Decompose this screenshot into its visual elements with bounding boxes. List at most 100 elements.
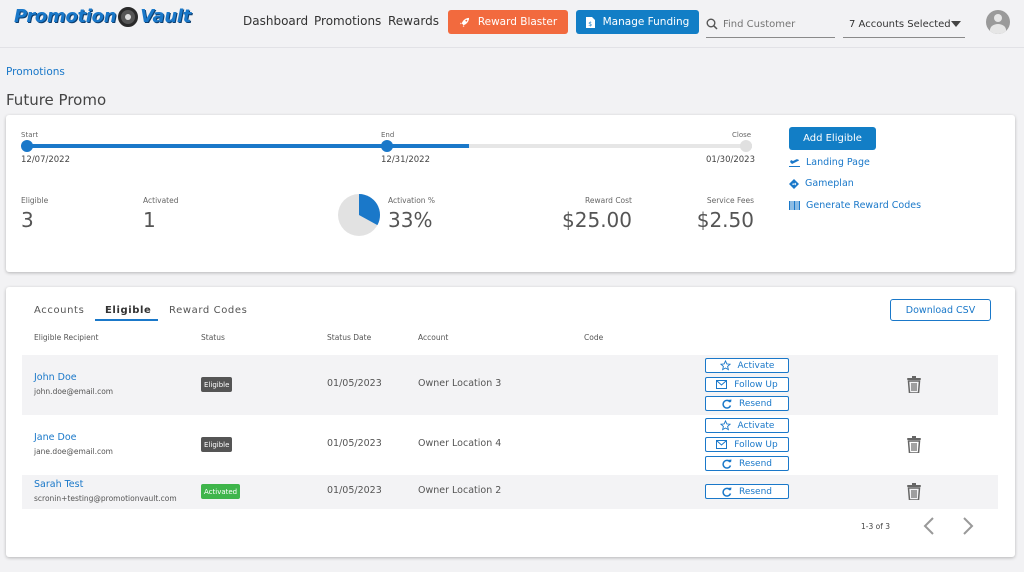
column-header-status-date: Status Date <box>327 333 372 342</box>
activate-button[interactable]: Activate <box>705 358 789 373</box>
activated-count: 1 <box>143 208 156 232</box>
manage-funding-button[interactable]: $ Manage Funding <box>576 10 699 34</box>
status-date: 01/05/2023 <box>327 485 382 496</box>
status-date: 01/05/2023 <box>327 378 382 389</box>
gameplan-link[interactable]: Gameplan <box>789 178 854 189</box>
resend-label: Resend <box>738 458 773 469</box>
logo-gear-icon <box>118 6 139 27</box>
breadcrumb[interactable]: Promotions <box>6 66 65 78</box>
active-tab-indicator <box>95 319 158 321</box>
star-outline-icon <box>719 420 731 431</box>
status-badge: Activated <box>201 484 241 499</box>
search-input[interactable] <box>723 18 823 30</box>
chevron-right-icon[interactable] <box>962 517 974 535</box>
activate-label: Activate <box>737 360 775 371</box>
column-header-account: Account <box>418 333 449 342</box>
redo-icon <box>722 459 732 469</box>
activated-label: Activated <box>143 196 179 205</box>
redo-icon <box>722 487 732 497</box>
follow-up-button[interactable]: Follow Up <box>705 437 789 452</box>
service-fees-label: Service Fees <box>706 196 754 205</box>
accounts-selected-label: 7 Accounts Selected <box>849 18 951 30</box>
generate-reward-codes-label: Generate Reward Codes <box>806 200 922 211</box>
promo-summary-card: Start End Close 12/07/2022 12/31/2022 01… <box>6 115 1015 272</box>
table-row: Jane Doe jane.doe@email.com Eligible 01/… <box>22 415 998 475</box>
follow-up-label: Follow Up <box>734 379 778 390</box>
landing-page-label: Landing Page <box>806 157 870 168</box>
search-icon <box>706 18 718 30</box>
activate-label: Activate <box>737 420 775 431</box>
pagination-status: 1-3 of 3 <box>861 522 891 531</box>
logo[interactable]: Promotion Vault <box>14 6 191 27</box>
customer-search <box>706 11 835 38</box>
recipient-email: jane.doe@email.com <box>34 447 113 456</box>
follow-up-label: Follow Up <box>734 439 778 450</box>
logo-text-left: Promotion <box>14 6 117 27</box>
recipient-name[interactable]: Sarah Test <box>34 479 84 490</box>
follow-up-button[interactable]: Follow Up <box>705 377 789 392</box>
tab-reward-codes[interactable]: Reward Codes <box>169 305 248 316</box>
recipient-name[interactable]: Jane Doe <box>34 432 77 443</box>
reward-cost-label: Reward Cost <box>585 196 632 205</box>
nav-promotions[interactable]: Promotions <box>314 14 382 28</box>
timeline-start-date: 12/07/2022 <box>21 155 70 165</box>
timeline-start-label: Start <box>21 131 39 139</box>
reward-blaster-button[interactable]: Reward Blaster <box>448 10 568 34</box>
eligible-count: 3 <box>21 208 34 232</box>
document-dollar-icon: $ <box>585 16 595 28</box>
manage-funding-label: Manage Funding <box>602 16 690 28</box>
trash-icon[interactable] <box>907 436 921 453</box>
timeline-close-label: Close <box>732 131 752 139</box>
gameplan-label: Gameplan <box>805 178 854 189</box>
chevron-left-icon[interactable] <box>923 517 935 535</box>
reward-cost-value: $25.00 <box>562 208 632 232</box>
add-eligible-button[interactable]: Add Eligible <box>789 127 876 150</box>
resend-button[interactable]: Resend <box>705 456 789 471</box>
envelope-icon <box>716 440 728 449</box>
nav-dashboard[interactable]: Dashboard <box>243 14 309 28</box>
page-title: Future Promo <box>6 91 107 109</box>
nav-rewards[interactable]: Rewards <box>388 14 439 28</box>
account-name: Owner Location 2 <box>418 485 502 496</box>
timeline-close-dot <box>740 140 752 152</box>
resend-label: Resend <box>738 398 773 409</box>
resend-label: Resend <box>738 486 773 497</box>
column-header-status: Status <box>201 333 225 342</box>
diamond-direction-icon <box>789 178 799 189</box>
activate-button[interactable]: Activate <box>705 418 789 433</box>
landing-page-link[interactable]: Landing Page <box>789 157 870 168</box>
table-row: Sarah Test scronin+testing@promotionvaul… <box>22 475 998 509</box>
service-fees-value: $2.50 <box>696 208 754 232</box>
tab-accounts[interactable]: Accounts <box>34 305 85 316</box>
reward-blaster-label: Reward Blaster <box>477 16 558 28</box>
barcode-icon <box>789 201 800 210</box>
trash-icon[interactable] <box>907 376 921 393</box>
column-header-code: Code <box>584 333 604 342</box>
timeline-progress <box>26 144 469 148</box>
timeline-start-dot <box>21 140 33 152</box>
svg-text:$: $ <box>588 21 592 28</box>
envelope-icon <box>716 380 728 389</box>
tab-eligible[interactable]: Eligible <box>105 305 152 316</box>
pie-activated-slice <box>359 194 380 226</box>
timeline-end-date: 12/31/2022 <box>381 155 430 165</box>
resend-button[interactable]: Resend <box>705 396 789 411</box>
status-date: 01/05/2023 <box>327 438 382 449</box>
timeline-close-date: 01/30/2023 <box>706 155 755 165</box>
generate-reward-codes-link[interactable]: Generate Reward Codes <box>789 200 921 211</box>
accounts-dropdown[interactable]: 7 Accounts Selected <box>843 11 965 38</box>
activation-percent: 33% <box>388 208 433 232</box>
top-header: Promotion Vault Dashboard Promotions Rew… <box>0 0 1024 48</box>
trash-icon[interactable] <box>907 483 921 500</box>
user-avatar-icon[interactable] <box>986 10 1010 34</box>
account-name: Owner Location 3 <box>418 378 502 389</box>
recipients-card: Accounts Eligible Reward Codes Download … <box>6 287 1015 557</box>
table-row: John Doe john.doe@email.com Eligible 01/… <box>22 355 998 415</box>
recipient-name[interactable]: John Doe <box>34 372 77 383</box>
resend-button[interactable]: Resend <box>705 484 789 499</box>
download-csv-button[interactable]: Download CSV <box>890 299 991 321</box>
recipient-email: john.doe@email.com <box>34 387 114 396</box>
status-badge: Eligible <box>201 437 233 452</box>
column-header-recipient: Eligible Recipient <box>34 333 99 342</box>
airplane-icon <box>789 159 800 167</box>
